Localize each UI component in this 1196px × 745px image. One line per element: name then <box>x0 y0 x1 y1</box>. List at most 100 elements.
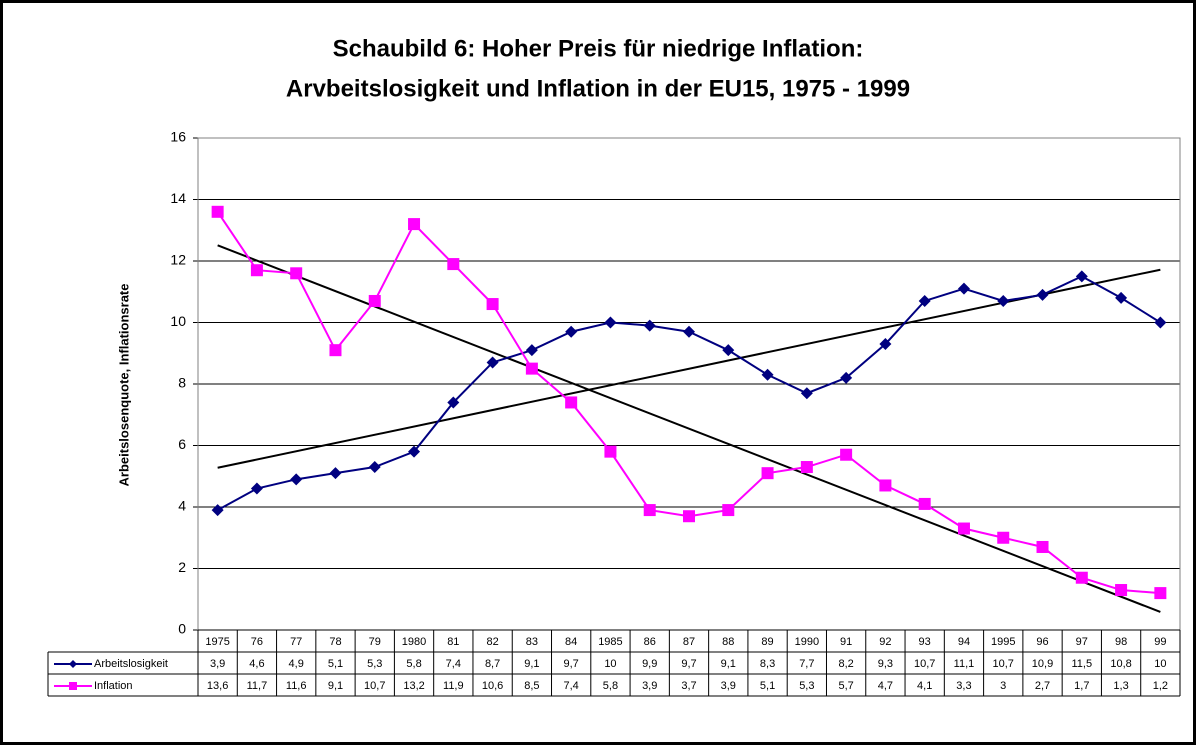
x-tick-label: 77 <box>290 636 302 648</box>
data-label: 4,9 <box>289 658 304 670</box>
legend-label: Inflation <box>94 680 133 692</box>
data-label: 7,4 <box>446 658 461 670</box>
data-label: 4,1 <box>917 680 932 692</box>
data-label: 10 <box>604 658 616 670</box>
marker <box>211 205 224 218</box>
marker <box>250 264 263 277</box>
marker <box>1075 270 1088 283</box>
marker <box>408 445 421 458</box>
chart-title: Schaubild 6: Hoher Preis für niedrige In… <box>333 35 864 62</box>
data-label: 9,7 <box>564 658 579 670</box>
marker <box>643 319 656 332</box>
marker <box>447 396 460 409</box>
data-label: 3,7 <box>681 680 696 692</box>
marker <box>918 294 931 307</box>
x-tick-label: 92 <box>879 636 891 648</box>
marker <box>761 467 774 480</box>
y-axis-label: Arbeitslosenquote, Inflationsrate <box>116 284 131 487</box>
data-label: 5,8 <box>406 658 421 670</box>
data-label: 11,9 <box>443 680 464 692</box>
x-tick-label: 93 <box>919 636 931 648</box>
marker <box>683 510 695 523</box>
marker <box>722 344 735 357</box>
marker <box>525 344 538 357</box>
x-tick-label: 96 <box>1036 636 1048 648</box>
marker <box>722 504 735 517</box>
marker <box>879 479 892 492</box>
marker <box>447 258 460 271</box>
data-label: 13,6 <box>207 680 228 692</box>
y-tick-label: 16 <box>170 129 186 145</box>
marker <box>604 445 617 458</box>
marker <box>840 448 853 461</box>
data-label: 7,7 <box>799 658 814 670</box>
data-label: 11,7 <box>247 680 268 692</box>
marker <box>957 522 970 535</box>
data-label: 5,8 <box>603 680 618 692</box>
y-tick-label: 14 <box>170 190 186 206</box>
x-tick-label: 1985 <box>598 636 622 648</box>
marker <box>1036 288 1049 301</box>
marker <box>408 218 421 231</box>
marker <box>604 316 617 329</box>
data-label: 7,4 <box>564 680 579 692</box>
x-tick-label: 1980 <box>402 636 426 648</box>
data-label: 2,7 <box>1035 680 1050 692</box>
y-tick-label: 10 <box>170 313 186 329</box>
data-label: 3,9 <box>721 680 736 692</box>
data-label: 10,7 <box>914 658 935 670</box>
marker <box>1154 316 1167 329</box>
marker <box>997 294 1010 307</box>
data-label: 10,8 <box>1110 658 1131 670</box>
data-label: 1,7 <box>1074 680 1089 692</box>
x-tick-label: 76 <box>251 636 263 648</box>
x-tick-label: 89 <box>761 636 773 648</box>
data-label: 5,3 <box>799 680 814 692</box>
marker <box>761 368 774 381</box>
marker <box>211 504 224 517</box>
marker <box>1115 291 1128 304</box>
data-label: 5,1 <box>760 680 775 692</box>
data-label: 3 <box>1000 680 1006 692</box>
y-tick-label: 0 <box>178 621 186 637</box>
marker <box>250 482 263 495</box>
x-tick-label: 1995 <box>991 636 1015 648</box>
data-label: 8,5 <box>524 680 539 692</box>
data-label: 10 <box>1154 658 1166 670</box>
marker <box>290 473 303 486</box>
marker <box>486 356 499 369</box>
marker <box>290 267 303 280</box>
x-tick-label: 84 <box>565 636 577 648</box>
y-tick-label: 8 <box>178 375 186 391</box>
x-tick-label: 99 <box>1154 636 1166 648</box>
data-label: 1,3 <box>1113 680 1128 692</box>
marker <box>1036 540 1049 553</box>
marker <box>957 282 970 295</box>
data-label: 8,7 <box>485 658 500 670</box>
legend-marker <box>69 660 77 668</box>
x-tick-label: 78 <box>329 636 341 648</box>
y-tick-label: 4 <box>178 498 186 514</box>
data-label: 8,2 <box>838 658 853 670</box>
data-label: 11,1 <box>954 658 975 670</box>
x-tick-label: 98 <box>1115 636 1127 648</box>
data-label: 11,5 <box>1072 658 1093 670</box>
marker <box>683 325 695 338</box>
data-label: 9,3 <box>878 658 893 670</box>
data-label: 9,9 <box>642 658 657 670</box>
y-tick-label: 6 <box>178 436 186 452</box>
marker <box>879 338 892 351</box>
marker <box>643 504 656 517</box>
data-label: 4,6 <box>249 658 264 670</box>
x-tick-label: 83 <box>526 636 538 648</box>
x-tick-label: 81 <box>447 636 459 648</box>
data-label: 5,7 <box>838 680 853 692</box>
marker <box>329 467 342 480</box>
marker <box>1075 571 1088 584</box>
data-label: 11,6 <box>286 680 307 692</box>
marker <box>525 362 538 375</box>
marker <box>840 371 853 384</box>
data-label: 9,1 <box>328 680 343 692</box>
x-tick-label: 82 <box>486 636 498 648</box>
